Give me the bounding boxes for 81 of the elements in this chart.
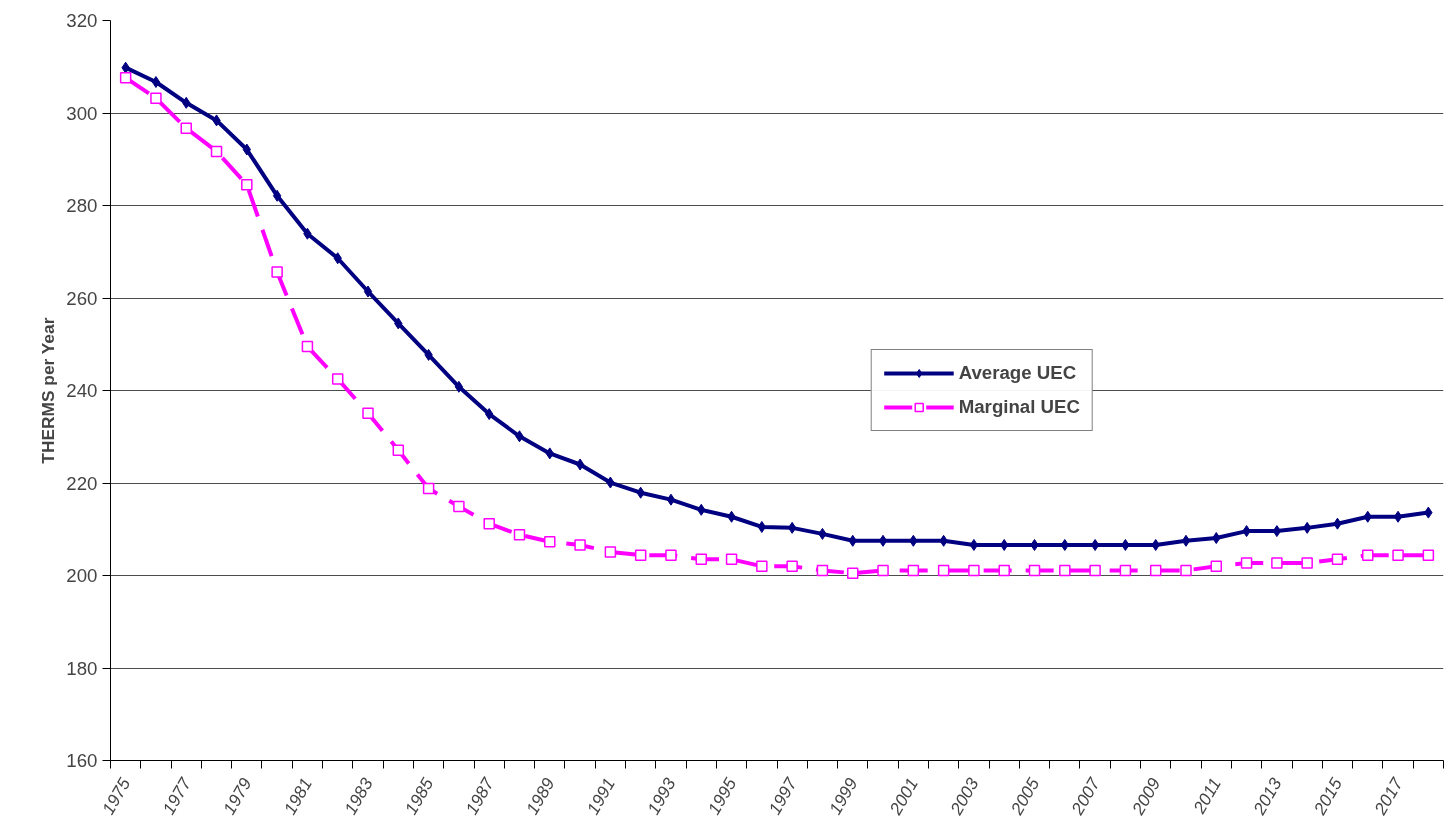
point bbox=[695, 553, 708, 566]
point bbox=[877, 564, 889, 577]
point bbox=[422, 482, 435, 495]
point bbox=[1089, 564, 1101, 577]
x-tick-label: 1975 bbox=[97, 774, 135, 818]
point bbox=[1119, 564, 1132, 577]
point bbox=[937, 564, 950, 577]
point bbox=[816, 564, 829, 577]
point bbox=[665, 549, 677, 561]
point bbox=[454, 380, 464, 393]
point bbox=[756, 560, 768, 572]
x-tick-label: 2017 bbox=[1369, 773, 1408, 819]
point bbox=[604, 546, 617, 558]
y-tick-label: 240 bbox=[66, 380, 98, 401]
x-tick-label: 2007 bbox=[1066, 773, 1105, 819]
point bbox=[1362, 549, 1374, 561]
point bbox=[666, 493, 676, 506]
x-tick-label: 2013 bbox=[1248, 774, 1286, 819]
legend-label: Marginal UEC bbox=[958, 396, 1080, 418]
point bbox=[271, 266, 283, 278]
x-tick-label: 1999 bbox=[824, 774, 862, 818]
point bbox=[1028, 564, 1041, 577]
point bbox=[210, 145, 223, 158]
x-tick-label: 1977 bbox=[158, 773, 196, 818]
y-tick-label: 320 bbox=[66, 10, 98, 31]
x-tick-label: 1989 bbox=[521, 774, 559, 818]
point bbox=[362, 407, 374, 419]
point bbox=[725, 553, 738, 566]
y-axis-title: THERMS per Year bbox=[38, 317, 59, 464]
point bbox=[1301, 557, 1313, 569]
x-tick-label: 1993 bbox=[643, 774, 680, 818]
x-tick-label: 2001 bbox=[884, 774, 923, 819]
x-tick-label: 2003 bbox=[945, 774, 983, 819]
y-tick-label: 260 bbox=[66, 287, 98, 309]
point bbox=[1149, 564, 1162, 577]
y-tick-label: 200 bbox=[66, 565, 98, 586]
x-tick-label: 2011 bbox=[1188, 774, 1225, 818]
point bbox=[483, 517, 495, 530]
point bbox=[392, 444, 405, 456]
x-tick-label: 2015 bbox=[1309, 774, 1347, 819]
point bbox=[1331, 553, 1344, 566]
point bbox=[151, 76, 161, 89]
point bbox=[363, 285, 373, 298]
point bbox=[331, 373, 344, 385]
y-tick-label: 180 bbox=[66, 657, 98, 679]
x-tick-label: 2005 bbox=[1006, 774, 1044, 819]
x-tick-label: 1983 bbox=[340, 774, 377, 818]
point bbox=[1210, 560, 1223, 572]
point bbox=[1240, 557, 1253, 569]
point bbox=[453, 500, 465, 513]
x-tick-label: 1995 bbox=[703, 774, 741, 818]
point bbox=[1271, 557, 1283, 569]
point bbox=[998, 564, 1010, 577]
point bbox=[1059, 564, 1071, 577]
point bbox=[241, 178, 253, 191]
point bbox=[968, 564, 980, 577]
y-tick-label: 280 bbox=[66, 195, 98, 216]
x-tick-label: 1985 bbox=[400, 774, 438, 818]
point bbox=[544, 535, 556, 548]
point bbox=[301, 340, 314, 353]
x-tick-label: 1991 bbox=[582, 774, 620, 818]
x-tick-label: 1979 bbox=[218, 774, 256, 818]
point bbox=[1422, 549, 1435, 561]
y-tick-label: 300 bbox=[66, 102, 98, 124]
x-tick-label: 1981 bbox=[279, 774, 317, 818]
y-tick-label: 160 bbox=[66, 750, 98, 771]
x-tick-label: 2009 bbox=[1127, 774, 1165, 819]
y-tick-label: 220 bbox=[66, 472, 98, 494]
legend-label: Average UEC bbox=[958, 362, 1077, 384]
point bbox=[1180, 564, 1192, 577]
x-tick-label: 1997 bbox=[764, 773, 802, 818]
point bbox=[513, 529, 526, 541]
point bbox=[575, 458, 585, 471]
point bbox=[574, 539, 586, 551]
point bbox=[846, 567, 859, 579]
x-tick-label: 1987 bbox=[461, 773, 499, 818]
point bbox=[272, 189, 282, 202]
point bbox=[119, 72, 132, 84]
point bbox=[907, 564, 920, 577]
point bbox=[634, 549, 647, 561]
point bbox=[786, 560, 798, 572]
